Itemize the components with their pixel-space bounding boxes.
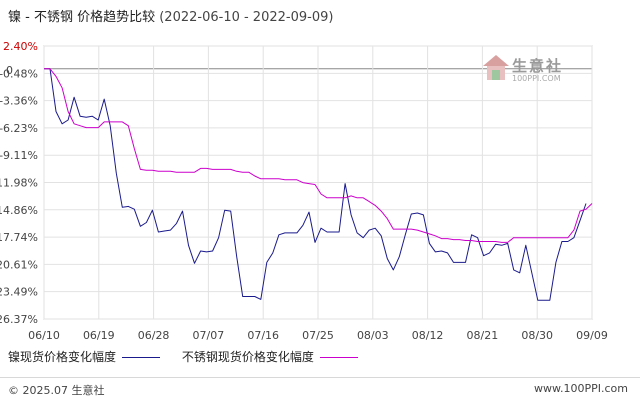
nickel-series-line	[44, 68, 587, 301]
watermark-text: 生意社	[512, 57, 564, 75]
chart-title-range: (2022-06-10 - 2022-09-09)	[159, 10, 334, 25]
chart-title-main: 镍 - 不锈钢 价格趋势比较	[8, 10, 156, 25]
y-tick-label: -14.86%	[0, 204, 38, 217]
legend-item-stainless: 不锈钢现货价格变化幅度	[182, 348, 358, 365]
legend-label-stainless: 不锈钢现货价格变化幅度	[181, 350, 314, 364]
legend-item-nickel: 镍现货价格变化幅度	[8, 348, 161, 365]
footer-bar: © 2025.07 生意社 www.100PPI.com	[0, 377, 640, 401]
y-tick-label: -9.11%	[0, 149, 38, 162]
y-tick-label: -6.23%	[0, 122, 38, 135]
x-tick-label: 07/07	[193, 329, 225, 342]
y-tick-label: -0.48%	[0, 67, 38, 80]
watermark-logo: 生意社 100PPI.COM	[482, 52, 578, 88]
y-tick-label: -20.61%	[0, 258, 38, 271]
x-tick-label: 08/12	[412, 329, 444, 342]
x-tick-label: 08/03	[357, 329, 389, 342]
x-tick-label: 07/25	[302, 329, 334, 342]
y-tick-label: -23.49%	[0, 286, 38, 299]
watermark-url: 100PPI.COM	[512, 74, 561, 83]
chart-legend: 镍现货价格变化幅度 不锈钢现货价格变化幅度	[8, 348, 376, 365]
x-tick-label: 06/10	[28, 329, 60, 342]
x-tick-label: 06/19	[83, 329, 115, 342]
chart-title: 镍 - 不锈钢 价格趋势比较 (2022-06-10 - 2022-09-09)	[8, 6, 333, 25]
legend-label-nickel: 镍现货价格变化幅度	[8, 350, 117, 364]
legend-swatch-nickel	[122, 357, 161, 358]
legend-swatch-stainless	[319, 357, 358, 358]
x-tick-label: 08/21	[467, 329, 499, 342]
y-tick-label: -3.36%	[0, 95, 38, 108]
y-tick-label: -17.74%	[0, 231, 38, 244]
x-tick-label: 09/09	[576, 329, 608, 342]
price-trend-chart: 2.40% -0.48% -3.36% -6.23% -9.11% -11.98% -14.…	[0, 40, 608, 342]
y-tick-label: 2.40%	[3, 40, 38, 53]
x-tick-label: 08/30	[521, 329, 553, 342]
y-tick-label: -26.37%	[0, 313, 38, 326]
x-tick-label: 06/28	[138, 329, 170, 342]
watermark-house-icon	[483, 55, 509, 80]
y-tick-label: -11.98%	[0, 176, 38, 189]
footer-site-url: www.100PPI.com	[534, 382, 628, 395]
footer-copyright: © 2025.07 生意社	[8, 384, 105, 397]
y-zero-label: 0	[6, 64, 13, 77]
x-tick-label: 07/16	[247, 329, 279, 342]
stainless-series-line	[44, 68, 593, 243]
